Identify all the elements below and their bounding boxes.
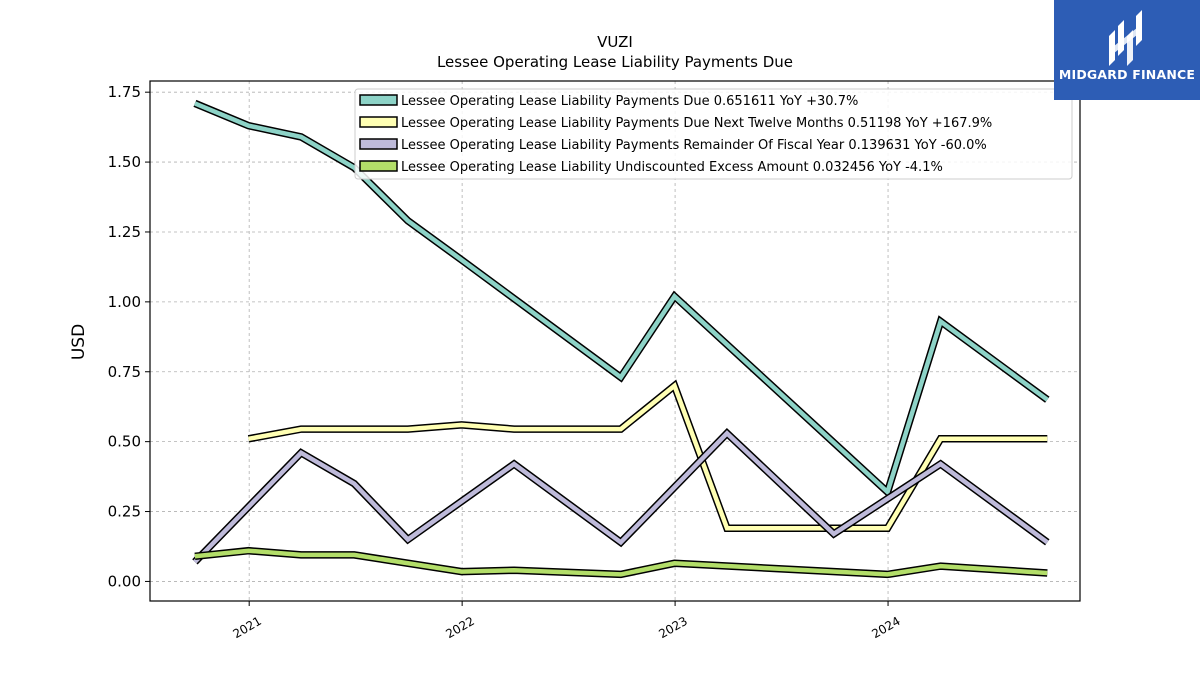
y-tick-label: 1.50 <box>108 153 141 171</box>
y-tick-label: 1.25 <box>108 223 141 241</box>
legend-swatch-1 <box>359 94 398 106</box>
y-tick-label: 0.75 <box>108 363 141 381</box>
legend: Lessee Operating Lease Liability Payment… <box>354 88 1073 180</box>
legend-label-2: Lessee Operating Lease Liability Payment… <box>401 116 992 131</box>
plot-frame <box>149 80 1081 602</box>
x-tick-label: 2024 <box>869 614 902 641</box>
series-line-2 <box>248 381 1048 531</box>
series-lines <box>192 99 1050 579</box>
series-line-3 <box>193 430 1049 564</box>
brand-logo: MIDGARD FINANCE <box>1054 0 1200 100</box>
brand-name: MIDGARD FINANCE <box>1058 67 1196 82</box>
series-line-4 <box>194 548 1048 577</box>
chart-subtitle: Lessee Operating Lease Liability Payment… <box>437 53 793 71</box>
legend-swatch-4 <box>359 160 398 172</box>
y-tick-label: 0.50 <box>108 433 141 451</box>
legend-box <box>354 88 1073 180</box>
y-tick-label: 0.00 <box>108 572 141 590</box>
x-axis: 2021 2022 2023 2024 <box>230 601 903 641</box>
x-tick-label: 2023 <box>656 614 689 641</box>
y-tick-label: 1.75 <box>108 83 141 101</box>
y-tick-label: 0.25 <box>108 503 141 521</box>
legend-swatch-2 <box>359 116 398 128</box>
y-axis: 0.00 0.25 0.50 0.75 1.00 1.25 1.50 1.75 <box>108 83 150 590</box>
legend-label-1: Lessee Operating Lease Liability Payment… <box>401 94 858 109</box>
legend-label-4: Lessee Operating Lease Liability Undisco… <box>401 160 943 175</box>
x-tick-label: 2022 <box>443 614 476 641</box>
chart-title: VUZI <box>597 33 633 51</box>
y-axis-label: USD <box>69 324 89 360</box>
series-line-1 <box>194 101 1049 497</box>
legend-label-3: Lessee Operating Lease Liability Payment… <box>401 138 987 153</box>
x-tick-label: 2021 <box>230 614 263 641</box>
y-tick-label: 1.00 <box>108 293 141 311</box>
legend-swatch-3 <box>359 138 398 150</box>
brand-emblem-icon <box>1109 10 1142 66</box>
